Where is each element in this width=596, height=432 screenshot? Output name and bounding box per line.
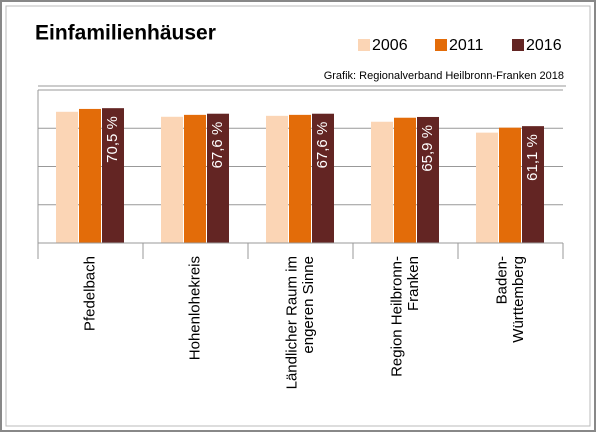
bar: [289, 114, 311, 243]
chart-title: Einfamilienhäuser: [35, 22, 216, 45]
bar: [371, 121, 393, 243]
inner-frame: [5, 5, 591, 427]
bar: [161, 116, 183, 243]
bar: [207, 113, 229, 243]
bar: [417, 116, 439, 243]
data-label: 67,6 %: [209, 122, 226, 169]
data-label: 65,9 %: [419, 125, 436, 172]
x-tick-label: Baden-Württemberg: [493, 256, 527, 343]
legend-swatch: [512, 39, 524, 51]
legend-swatch: [435, 39, 447, 51]
x-tick-label: Region Heilbronn-Franken: [388, 256, 422, 377]
bar: [522, 126, 544, 243]
data-label: 61,1 %: [524, 134, 541, 181]
x-tick-label: Hohenlohekreis: [186, 256, 203, 360]
bar: [184, 114, 206, 243]
x-tick-label: Ländlicher Raum imengeren Sinne: [283, 256, 317, 389]
x-tick-label: Pfedelbach: [81, 256, 98, 331]
bar: [102, 108, 124, 243]
data-label: 70,5 %: [104, 116, 121, 163]
source-note: Grafik: Regionalverband Heilbronn-Franke…: [324, 70, 564, 82]
legend-label: 2016: [526, 37, 562, 54]
bar: [266, 115, 288, 243]
bar: [394, 117, 416, 243]
bar: [79, 108, 101, 243]
data-label: 67,6 %: [314, 122, 331, 169]
legend-label: 2011: [449, 37, 484, 54]
legend-label: 2006: [372, 37, 408, 54]
legend-swatch: [358, 39, 370, 51]
bar: [476, 132, 498, 243]
bar: [312, 113, 334, 243]
bar: [499, 127, 521, 243]
bar: [56, 111, 78, 244]
